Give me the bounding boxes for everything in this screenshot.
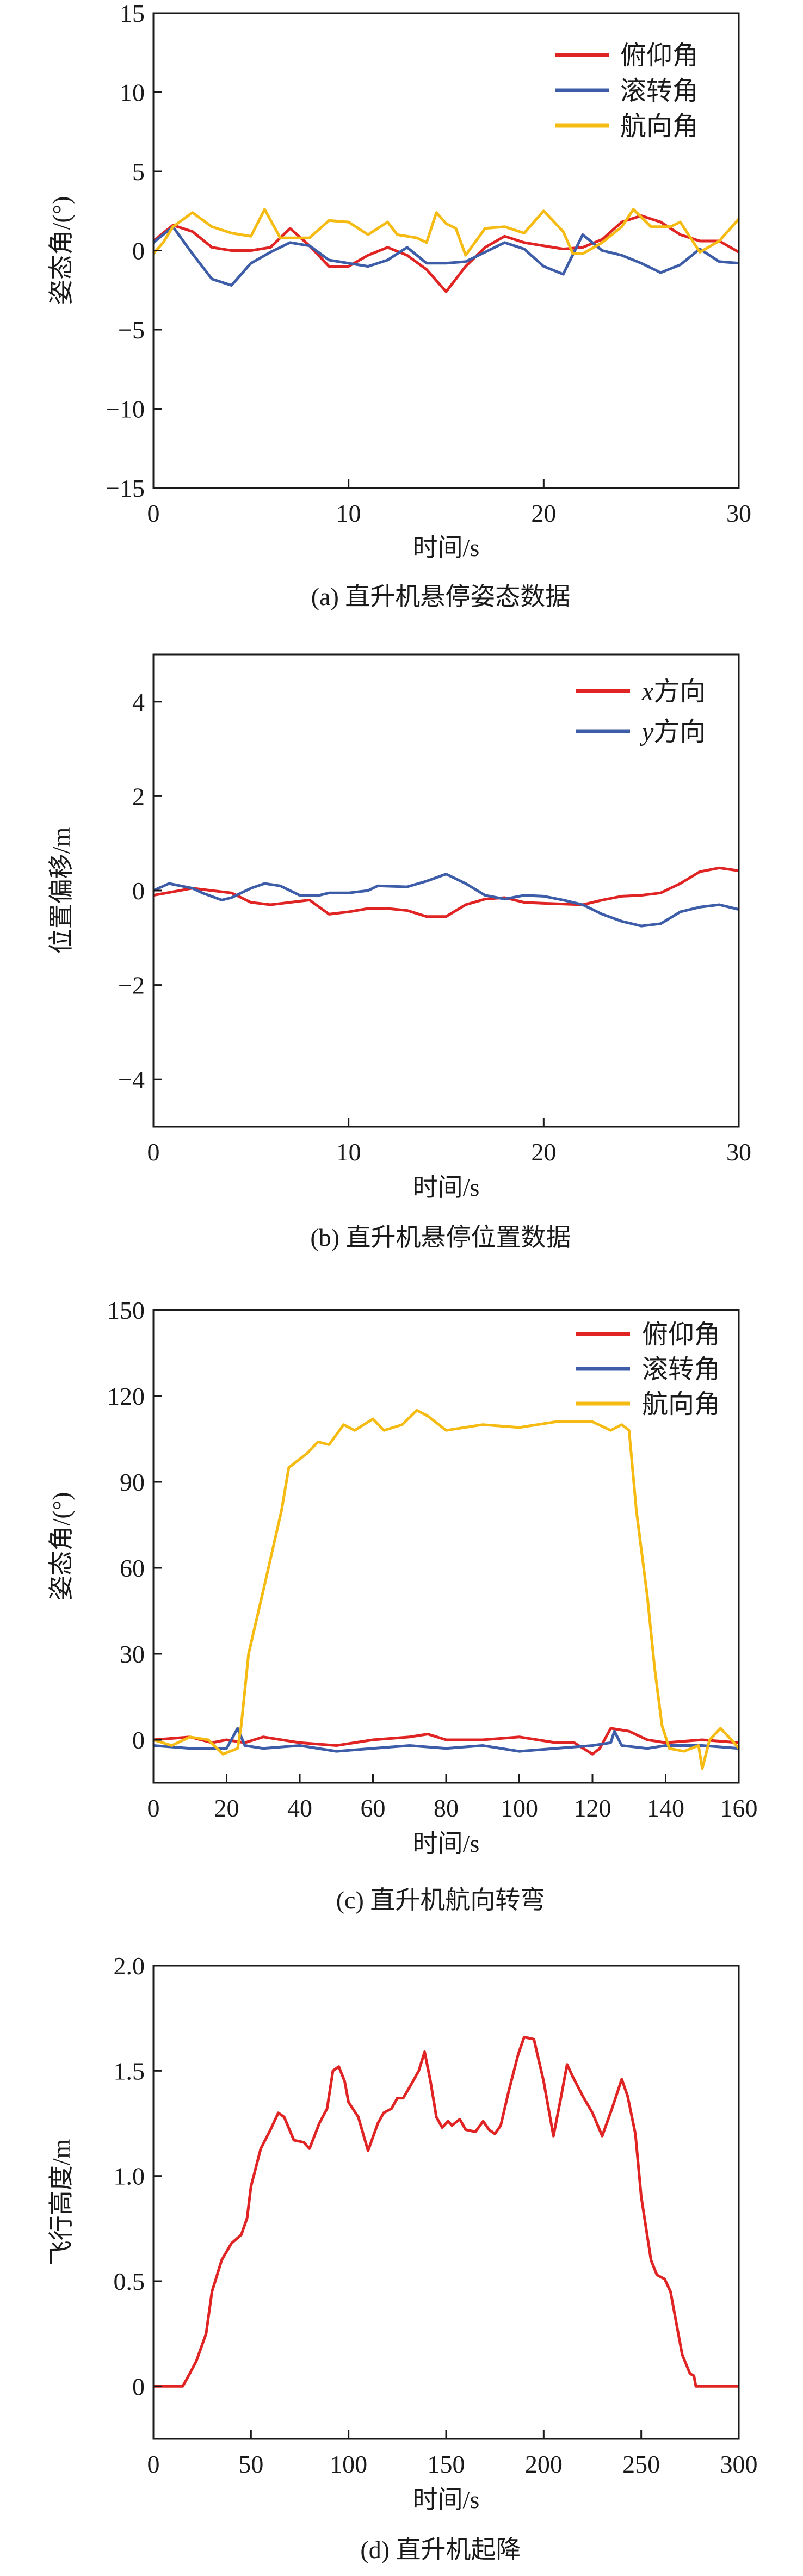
chart-3: 0 20 40 60 80 100 120 140 160 0 30 60 90 120 150 时间/s 姿态… <box>47 1296 758 1914</box>
x-tick-label: 160 <box>720 1794 758 1822</box>
x-tick-label: 20 <box>531 1138 556 1166</box>
y-tick-label: 15 <box>120 0 145 27</box>
x-tick-label: 0 <box>147 1794 160 1822</box>
y-tick-label: 30 <box>120 1640 145 1668</box>
y-tick-label: 0 <box>132 877 145 905</box>
y-tick-label: 0.5 <box>114 2268 145 2295</box>
y-tick-label: 1.5 <box>114 2057 145 2085</box>
y-tick-label: 2.0 <box>114 1952 145 1980</box>
y-tick-label: −15 <box>106 474 145 502</box>
y-tick-label: 150 <box>107 1296 145 1324</box>
y-tick-label: 60 <box>120 1554 145 1582</box>
x-tick-label: 150 <box>428 2450 465 2478</box>
chart-caption: (b) 直升机悬停位置数据 <box>310 1224 571 1251</box>
series-line-航向角 <box>153 1409 740 1770</box>
y-tick-label: 0 <box>132 237 145 265</box>
legend-label: 滚转角 <box>620 77 699 106</box>
y-axis-label: 姿态角/(°) <box>47 1492 75 1601</box>
x-tick-label: 30 <box>726 1138 751 1166</box>
x-tick-label: 10 <box>336 1138 361 1166</box>
chart-caption: (d) 直升机起降 <box>360 2536 521 2563</box>
x-axis-label: 时间/s <box>413 534 480 561</box>
legend-label: y方向 <box>639 718 706 746</box>
x-tick-label: 300 <box>720 2450 758 2478</box>
legend-label: 滚转角 <box>642 1355 720 1384</box>
x-tick-label: 20 <box>214 1794 239 1822</box>
series-line-滚转角 <box>152 225 739 287</box>
x-tick-label: 30 <box>726 499 751 527</box>
y-tick-label: 0 <box>132 1726 145 1754</box>
x-tick-label: 100 <box>330 2450 367 2478</box>
x-tick-label: 60 <box>361 1794 386 1822</box>
x-axis-label: 时间/s <box>413 1173 480 1201</box>
y-axis-label: 飞行高度/m <box>47 2139 75 2266</box>
x-tick-label: 80 <box>434 1794 459 1822</box>
x-tick-label: 250 <box>622 2450 660 2478</box>
x-tick-label: 0 <box>147 2450 160 2478</box>
plot-frame <box>152 1965 740 2440</box>
y-tick-label: −4 <box>118 1066 145 1094</box>
series-line-俯仰角 <box>153 1727 739 1756</box>
series-line-滚转角 <box>153 1727 739 1753</box>
x-tick-label: 20 <box>531 499 556 527</box>
y-tick-label: 10 <box>120 79 145 107</box>
x-tick-label: 0 <box>147 1138 160 1166</box>
chart-1: 0 10 20 30 −15 −10 −5 0 5 10 15 时间/s 姿态角/(°) (a) 直升机悬… <box>47 0 751 610</box>
x-tick-label: 0 <box>147 499 160 527</box>
x-tick-label: 120 <box>574 1794 611 1822</box>
legend-label: x方向 <box>641 677 706 706</box>
y-tick-label: −10 <box>106 396 145 423</box>
y-tick-label: 1.0 <box>114 2163 145 2190</box>
legend-label: 航向角 <box>642 1390 720 1419</box>
series-line-x方向 <box>153 866 739 918</box>
legend-label: 俯仰角 <box>642 1320 720 1349</box>
y-tick-label: −5 <box>118 316 145 344</box>
y-tick-label: 4 <box>132 688 145 716</box>
y-tick-label: 90 <box>120 1468 145 1496</box>
y-tick-label: 5 <box>132 158 145 186</box>
legend: x方向 y方向 <box>576 677 706 746</box>
y-tick-label: −2 <box>118 972 145 999</box>
x-tick-label: 200 <box>525 2450 563 2478</box>
chart-2: 0 10 20 30 −4 −2 0 2 4 时间/s 位置偏移/m (b) 直升机悬停位置数据 x方向… <box>47 653 751 1251</box>
chart-caption: (c) 直升机航向转弯 <box>336 1886 546 1914</box>
x-tick-label: 10 <box>336 499 361 527</box>
y-tick-label: 120 <box>107 1382 145 1410</box>
chart-caption: (a) 直升机悬停姿态数据 <box>311 583 571 610</box>
y-axis-label: 姿态角/(°) <box>47 196 75 305</box>
chart-4: 0 50 100 150 200 250 300 0 0.5 1.0 1.5 2.0 时间/s 飞行高度/… <box>47 1952 758 2563</box>
x-tick-label: 50 <box>238 2450 263 2478</box>
y-tick-label: 0 <box>132 2373 145 2400</box>
series-line-航向角 <box>152 208 740 257</box>
y-tick-label: 2 <box>132 782 145 810</box>
x-tick-label: 40 <box>287 1794 312 1822</box>
legend-label: 俯仰角 <box>620 41 699 70</box>
x-axis-label: 时间/s <box>413 1830 480 1857</box>
x-tick-label: 100 <box>501 1794 538 1822</box>
legend-label: 航向角 <box>620 112 699 141</box>
x-tick-label: 140 <box>647 1794 684 1822</box>
series-line-height <box>153 2036 739 2388</box>
y-axis-label: 位置偏移/m <box>47 827 75 954</box>
x-axis-label: 时间/s <box>413 2486 480 2513</box>
series-line-y方向 <box>152 873 739 928</box>
